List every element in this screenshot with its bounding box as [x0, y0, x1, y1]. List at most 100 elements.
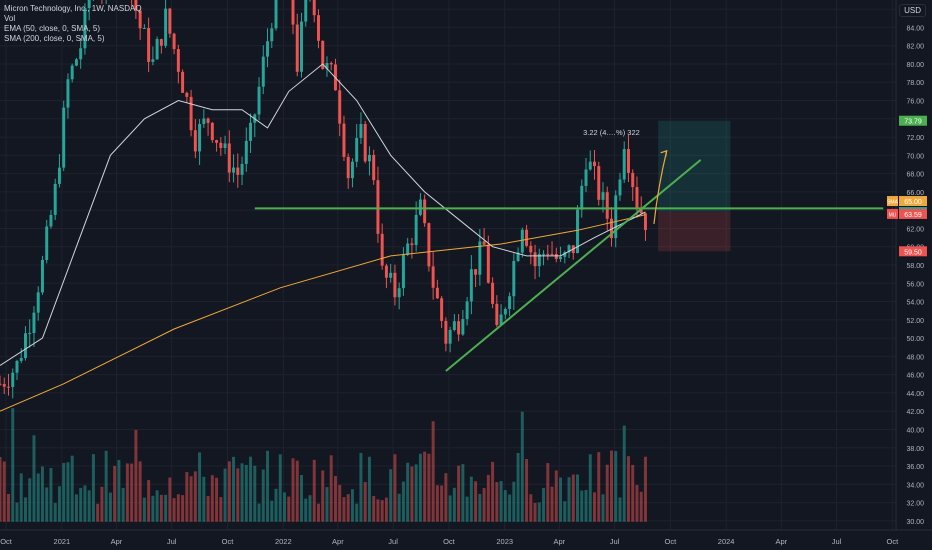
legend-volume[interactable]: Vol: [4, 14, 16, 23]
time-tick-label: Oct: [443, 537, 456, 546]
chart-legend: Micron Technology, Inc., 1W, NASDAQ Vol …: [4, 4, 142, 44]
candle-body: [618, 179, 622, 196]
candle-body: [614, 195, 618, 239]
candle-body: [478, 241, 482, 275]
candle-body: [499, 314, 503, 325]
volume-bar: [329, 455, 333, 522]
candle-body: [159, 39, 163, 46]
volume-bar: [367, 456, 371, 522]
candle-body: [580, 185, 584, 210]
candle-body: [295, 24, 299, 72]
price-tick-label: 40.00: [906, 427, 924, 434]
candle-body: [244, 140, 248, 164]
candle-body: [486, 244, 490, 283]
volume-bar: [125, 463, 129, 522]
volume-bar: [529, 494, 533, 522]
volume-bar: [626, 456, 630, 522]
candle-body: [215, 140, 219, 143]
volume-bar: [181, 495, 185, 522]
candle-body: [414, 214, 418, 246]
volume-bar: [350, 489, 354, 522]
volume-bar: [159, 494, 163, 522]
candle-body: [469, 269, 473, 302]
candle-body: [134, 0, 138, 11]
candle-body: [49, 214, 53, 227]
volume-bar: [300, 474, 303, 522]
time-tick-label: 2023: [496, 537, 513, 546]
candle-body: [325, 62, 329, 69]
volume-bar: [563, 501, 567, 522]
volume-bar: [576, 474, 580, 522]
measure-label: 3.22 (4.…%) 322: [583, 128, 640, 137]
time-tick-label: 2022: [275, 537, 292, 546]
price-tag-prefix: [887, 208, 898, 219]
projection-arrow: [653, 150, 668, 224]
price-tick-label: 70.00: [906, 153, 924, 160]
volume-bar: [597, 452, 601, 522]
volume-bar: [266, 450, 270, 522]
volume-bar: [164, 494, 168, 522]
volume-bar: [499, 481, 503, 522]
candle-body: [593, 161, 596, 167]
candle-body: [355, 137, 359, 162]
time-tick-label: Apr: [332, 537, 344, 546]
volume-bar: [121, 487, 125, 522]
time-tick-label: Apr: [553, 537, 565, 546]
price-tag: [899, 208, 927, 219]
currency-button[interactable]: USD: [899, 4, 926, 17]
volume-bar: [393, 454, 397, 522]
volume-bar: [431, 421, 435, 522]
volume-bar: [151, 495, 155, 522]
legend-symbol[interactable]: Micron Technology, Inc., 1W, NASDAQ: [4, 4, 142, 13]
candle-body: [397, 288, 401, 298]
volume-bar: [172, 498, 176, 522]
volume-bar: [588, 454, 592, 522]
volume-bar: [193, 471, 197, 522]
volume-bar: [45, 487, 49, 522]
candle-body: [291, 0, 295, 25]
time-tick-label: Oct: [664, 537, 677, 546]
candle-body: [147, 28, 151, 62]
volume-bar: [257, 503, 261, 522]
price-tick-label: 82.00: [906, 44, 924, 51]
price-tick-label: 84.00: [906, 25, 924, 32]
candle-body: [401, 254, 405, 289]
volume-bar: [240, 463, 244, 522]
candle-body: [53, 183, 57, 215]
volume-bar: [308, 495, 312, 522]
candle-body: [410, 243, 414, 246]
volume-bar: [79, 487, 83, 522]
candle-body: [346, 156, 350, 179]
candle-body: [300, 21, 303, 72]
volume-bar: [542, 488, 546, 522]
volume-bar: [312, 459, 316, 522]
volume-bar: [185, 472, 189, 522]
volume-bar: [503, 490, 507, 522]
volume-bar: [618, 497, 622, 522]
candle-body: [274, 0, 278, 29]
volume-bar: [516, 453, 520, 522]
price-tag: [899, 246, 927, 257]
legend-sma[interactable]: SMA (200, close, 0, SMA, 5): [4, 34, 105, 43]
candle-body: [367, 154, 371, 162]
candle-body: [465, 301, 469, 320]
volume-bar: [418, 453, 422, 522]
candle-body: [384, 265, 388, 278]
price-tick-label: 56.00: [906, 281, 924, 288]
volume-bar: [346, 494, 350, 522]
volume-bar: [113, 465, 117, 522]
volume-bar: [219, 497, 223, 522]
volume-bar: [486, 474, 490, 522]
volume-bar: [342, 497, 346, 522]
price-tick-label: 32.00: [906, 501, 924, 508]
candle-body: [363, 124, 367, 162]
volume-bar: [380, 500, 384, 522]
legend-ema[interactable]: EMA (50, close, 0, SMA, 5): [4, 24, 101, 33]
price-tick-label: 36.00: [906, 464, 924, 471]
price-tick-label: 68.00: [906, 172, 924, 179]
candle-body: [423, 199, 427, 224]
candle-body: [189, 96, 193, 131]
volume-bar: [333, 476, 337, 522]
